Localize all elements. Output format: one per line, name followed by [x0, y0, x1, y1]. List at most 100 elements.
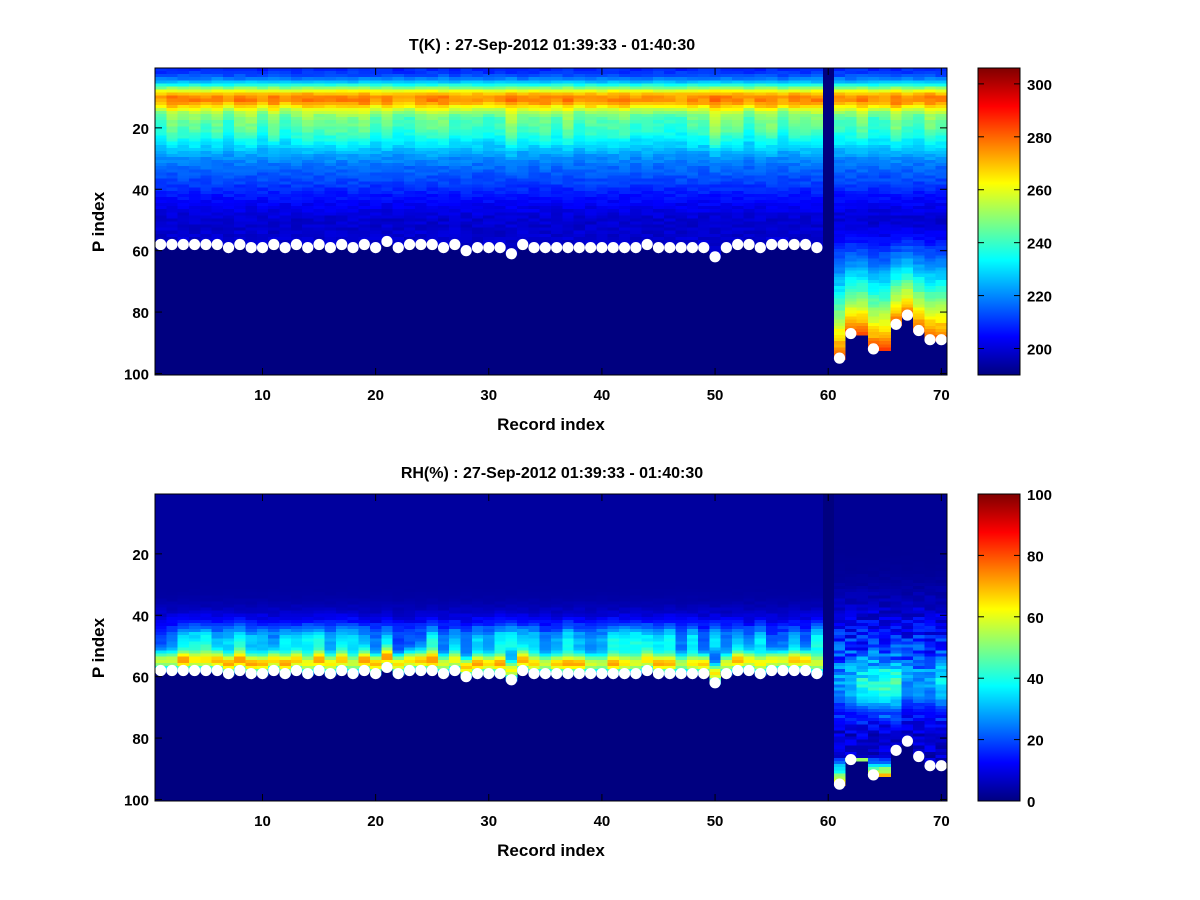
heatmap-cell	[222, 187, 235, 192]
heatmap-cell	[584, 144, 597, 149]
heatmap-cell	[618, 98, 631, 103]
heatmap-cell	[471, 215, 484, 219]
heatmap-cell	[460, 224, 473, 228]
heatmap-cell	[551, 160, 563, 164]
heatmap-cell	[505, 163, 518, 167]
heatmap-cell	[901, 187, 914, 192]
heatmap-cell	[369, 218, 382, 222]
heatmap-cell	[222, 506, 235, 510]
heatmap-cell	[505, 110, 518, 115]
heatmap-cell	[596, 135, 608, 139]
heatmap-cell	[471, 117, 484, 121]
heatmap-cell	[607, 150, 620, 155]
surface-marker	[641, 238, 653, 251]
heatmap-cell	[437, 181, 450, 186]
heatmap-cell	[686, 166, 699, 170]
heatmap-cell	[245, 160, 258, 164]
heatmap-cell	[652, 187, 665, 192]
heatmap-cell	[765, 71, 778, 75]
heatmap-cell	[155, 592, 167, 596]
heatmap-cell	[324, 95, 337, 100]
heatmap-cell	[630, 166, 642, 170]
heatmap-cell	[562, 190, 574, 195]
heatmap-cell	[652, 166, 665, 170]
heatmap-cell	[449, 132, 461, 136]
heatmap-cell	[177, 604, 190, 608]
heatmap-cell	[268, 86, 280, 90]
heatmap-cell	[607, 126, 620, 130]
heatmap-cell	[913, 246, 925, 250]
heatmap-cell	[811, 218, 823, 222]
heatmap-cell	[890, 120, 903, 124]
heatmap-cell	[607, 157, 620, 161]
heatmap-cell	[879, 215, 891, 219]
heatmap-cell	[302, 230, 314, 235]
heatmap-cell	[245, 533, 258, 538]
heatmap-cell	[539, 203, 552, 207]
heatmap-cell	[415, 153, 427, 158]
heatmap-cell	[234, 561, 246, 565]
heatmap-cell	[596, 233, 608, 238]
heatmap-cell	[720, 190, 733, 195]
heatmap-cell	[879, 129, 891, 133]
heatmap-cell	[630, 224, 642, 228]
heatmap-cell	[369, 83, 382, 87]
heatmap-cell	[200, 126, 212, 130]
heatmap-cell	[358, 150, 371, 155]
heatmap-cell	[234, 662, 246, 667]
humidity-chart-title: RH(%) : 27-Sep-2012 01:39:33 - 01:40:30	[401, 465, 703, 482]
heatmap-cell	[675, 126, 688, 130]
heatmap-cell	[449, 101, 461, 106]
heatmap-cell	[664, 224, 676, 228]
heatmap-cell	[460, 132, 473, 136]
heatmap-cell	[517, 74, 529, 78]
heatmap-cell	[799, 129, 812, 133]
heatmap-cell	[279, 196, 292, 201]
heatmap-cell	[188, 160, 201, 164]
heatmap-cell	[845, 114, 857, 118]
heatmap-cell	[188, 206, 201, 210]
heatmap-cell	[799, 236, 812, 241]
heatmap-cell	[935, 144, 948, 149]
heatmap-cell	[245, 530, 258, 535]
heatmap-cell	[403, 150, 416, 155]
heatmap-cell	[788, 172, 801, 176]
heatmap-cell	[935, 190, 948, 195]
heatmap-cell	[686, 196, 699, 201]
heatmap-cell	[799, 153, 812, 158]
heatmap-cell	[302, 233, 314, 238]
heatmap-cell	[664, 236, 676, 241]
heatmap-cell	[890, 147, 903, 152]
heatmap-cell	[256, 218, 269, 222]
heatmap-cell	[652, 150, 665, 155]
heatmap-cell	[415, 123, 427, 127]
heatmap-cell	[890, 153, 903, 158]
heatmap-cell	[799, 123, 812, 127]
heatmap-cell	[573, 233, 586, 238]
heatmap-cell	[256, 196, 269, 201]
heatmap-cell	[573, 114, 586, 118]
heatmap-cell	[799, 157, 812, 161]
heatmap-cell	[211, 500, 224, 504]
heatmap-cell	[369, 135, 382, 139]
heatmap-cell	[211, 117, 224, 121]
heatmap-cell	[799, 77, 812, 81]
heatmap-cell	[732, 178, 744, 182]
heatmap-cell	[890, 157, 903, 161]
heatmap-cell	[324, 77, 337, 81]
heatmap-cell	[245, 215, 258, 219]
heatmap-cell	[890, 258, 903, 262]
heatmap-cell	[573, 221, 586, 225]
heatmap-cell	[245, 543, 258, 547]
heatmap-cell	[290, 160, 303, 164]
heatmap-cell	[879, 92, 891, 96]
heatmap-cell	[833, 200, 846, 204]
heatmap-cell	[234, 138, 246, 143]
heatmap-cell	[347, 184, 359, 189]
heatmap-cell	[528, 77, 541, 81]
heatmap-cell	[381, 86, 393, 90]
heatmap-cell	[437, 144, 450, 149]
heatmap-cell	[913, 114, 925, 118]
heatmap-cell	[879, 138, 891, 143]
heatmap-cell	[901, 203, 914, 207]
